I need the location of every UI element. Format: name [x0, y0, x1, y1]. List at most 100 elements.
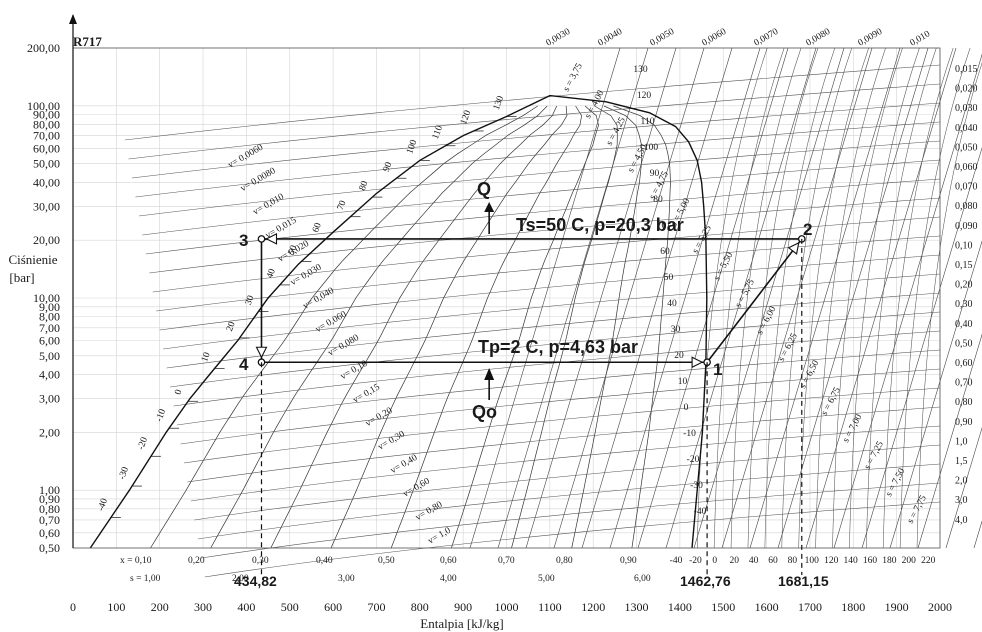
- vapor-temp-label: 50: [664, 273, 674, 283]
- liquid-temp-label: 90: [382, 161, 395, 174]
- specific-volume-line: [159, 254, 941, 331]
- quality-line: [451, 105, 599, 549]
- heat-out-arrowhead: [484, 202, 495, 212]
- right-volume-label: 1,5: [955, 456, 968, 467]
- vapor-temp-label: -10: [683, 429, 696, 439]
- liquid-temp-label: 0: [173, 388, 184, 396]
- x-tick-label: 1400: [668, 600, 692, 614]
- grid: [72, 47, 941, 549]
- inner-volume-label: v= 0,060: [314, 309, 349, 335]
- y-tick-label: 5,00: [39, 349, 60, 363]
- x-tick-label: 1300: [625, 600, 649, 614]
- isentrope-line: [637, 47, 789, 549]
- right-volume-label: 3,0: [955, 495, 968, 506]
- y-tick-label: 0,90: [39, 492, 60, 506]
- entropy-label: s = 1,00: [130, 574, 161, 584]
- quality-line: [210, 105, 548, 549]
- y-tick-label: 40,00: [33, 175, 60, 189]
- heat-out-label: Q: [477, 179, 491, 199]
- vapor-temp-label: 70: [657, 221, 667, 231]
- isentrope-line: [581, 47, 733, 549]
- bottom-temp-label: 20: [729, 556, 739, 566]
- bottom-temp-label: 140: [843, 556, 858, 566]
- y-tick-label: 0,80: [39, 502, 60, 516]
- vapor-temp-label: -30: [690, 481, 703, 491]
- vapor-temp-label: 100: [644, 143, 659, 153]
- x-tick-label: 2000: [928, 600, 952, 614]
- liquid-temp-label: 70: [336, 199, 349, 212]
- specific-volume-line: [135, 121, 941, 198]
- bottom-temp-label: 100: [805, 556, 820, 566]
- inner-volume-label: v= 0,080: [327, 333, 362, 359]
- specific-volume-line: [173, 330, 941, 407]
- liquid-temp-label: -30: [117, 466, 131, 482]
- y-tick-label: 70,00: [33, 129, 60, 143]
- quality-line: [270, 105, 558, 549]
- y-tick-label: 90,00: [33, 108, 60, 122]
- y-tick-label: 10,00: [33, 291, 60, 305]
- isotherm-line: [747, 47, 819, 549]
- saturation-dome: [89, 94, 708, 549]
- specific-volume-line: [142, 159, 941, 236]
- bottom-temp-label: 80: [788, 556, 798, 566]
- isentrope-line: [861, 146, 982, 549]
- right-volume-label: 0,090: [955, 221, 978, 232]
- y-tick-label: 0,50: [39, 541, 60, 555]
- x-tick-label: 200: [151, 600, 169, 614]
- y-tick-label: 3,00: [39, 391, 60, 405]
- liquid-temp-label: 10: [200, 351, 213, 364]
- liquid-temp-label: 20: [225, 320, 238, 333]
- vapor-temp-label: 20: [674, 351, 684, 361]
- entropy-label: 6,00: [634, 574, 651, 584]
- vapor-temp-label: 110: [641, 117, 655, 127]
- vapor-temp-label: 120: [637, 91, 652, 101]
- specific-volume-line: [204, 501, 941, 578]
- specific-volume-line: [131, 102, 941, 179]
- quality-line: [390, 105, 582, 549]
- bottom-temp-label: 220: [921, 556, 936, 566]
- entropy-label: 3,00: [338, 574, 355, 584]
- top-volume-label: 0,0030: [545, 27, 573, 49]
- inner-volume-label: v= 0,30: [377, 429, 407, 452]
- x-tick-label: 400: [237, 600, 255, 614]
- right-volume-label: 0,030: [955, 103, 978, 114]
- x-tick-label: 900: [454, 600, 472, 614]
- right-volume-label: 0,80: [955, 397, 973, 408]
- enthalpy-value-1: 1462,76: [680, 573, 731, 589]
- isotherm-line: [798, 47, 869, 549]
- inner-volume-label: v= 0,0060: [227, 143, 266, 171]
- specific-volume-line: [170, 311, 941, 388]
- quality-line: [511, 105, 618, 549]
- right-volume-label: 0,40: [955, 319, 973, 330]
- isentrope-label: s = 3,75: [562, 62, 585, 94]
- liquid-temp-label: 110: [431, 124, 445, 141]
- heat-in-label: Qo: [472, 402, 497, 422]
- specific-volume-line: [197, 463, 941, 540]
- saturation-curve: [89, 94, 708, 549]
- quality-line: [150, 105, 538, 549]
- y-tick-label: 7,00: [39, 321, 60, 335]
- y-tick-label: 4,00: [39, 367, 60, 381]
- isentrope-label: s = 4,25: [605, 116, 628, 148]
- specific-volume-line: [183, 387, 941, 464]
- quality-line: [613, 105, 671, 549]
- right-volume-label: 0,90: [955, 417, 973, 428]
- right-volume-label: 0,60: [955, 358, 973, 369]
- top-volume-label: 0,0070: [753, 27, 781, 49]
- quality-label: x = 0,10: [120, 556, 152, 566]
- isotherm-line: [730, 47, 802, 549]
- quality-label: 0,80: [556, 556, 573, 566]
- x-tick-label: 1000: [495, 600, 519, 614]
- top-volume-label: 0,0050: [649, 27, 677, 49]
- x-tick-label: 0: [70, 600, 76, 614]
- right-volume-label: 0,070: [955, 182, 978, 193]
- entropy-label: 5,00: [538, 574, 555, 584]
- x-tick-label: 1900: [885, 600, 909, 614]
- isentrope-line: [805, 47, 957, 549]
- isentrope-line: [889, 240, 982, 549]
- isentrope-line: [469, 47, 621, 549]
- vapor-temp-label: 60: [660, 247, 670, 257]
- x-tick-label: 500: [281, 600, 299, 614]
- isentrope-line: [917, 333, 982, 549]
- point-3-label: 3: [239, 231, 248, 250]
